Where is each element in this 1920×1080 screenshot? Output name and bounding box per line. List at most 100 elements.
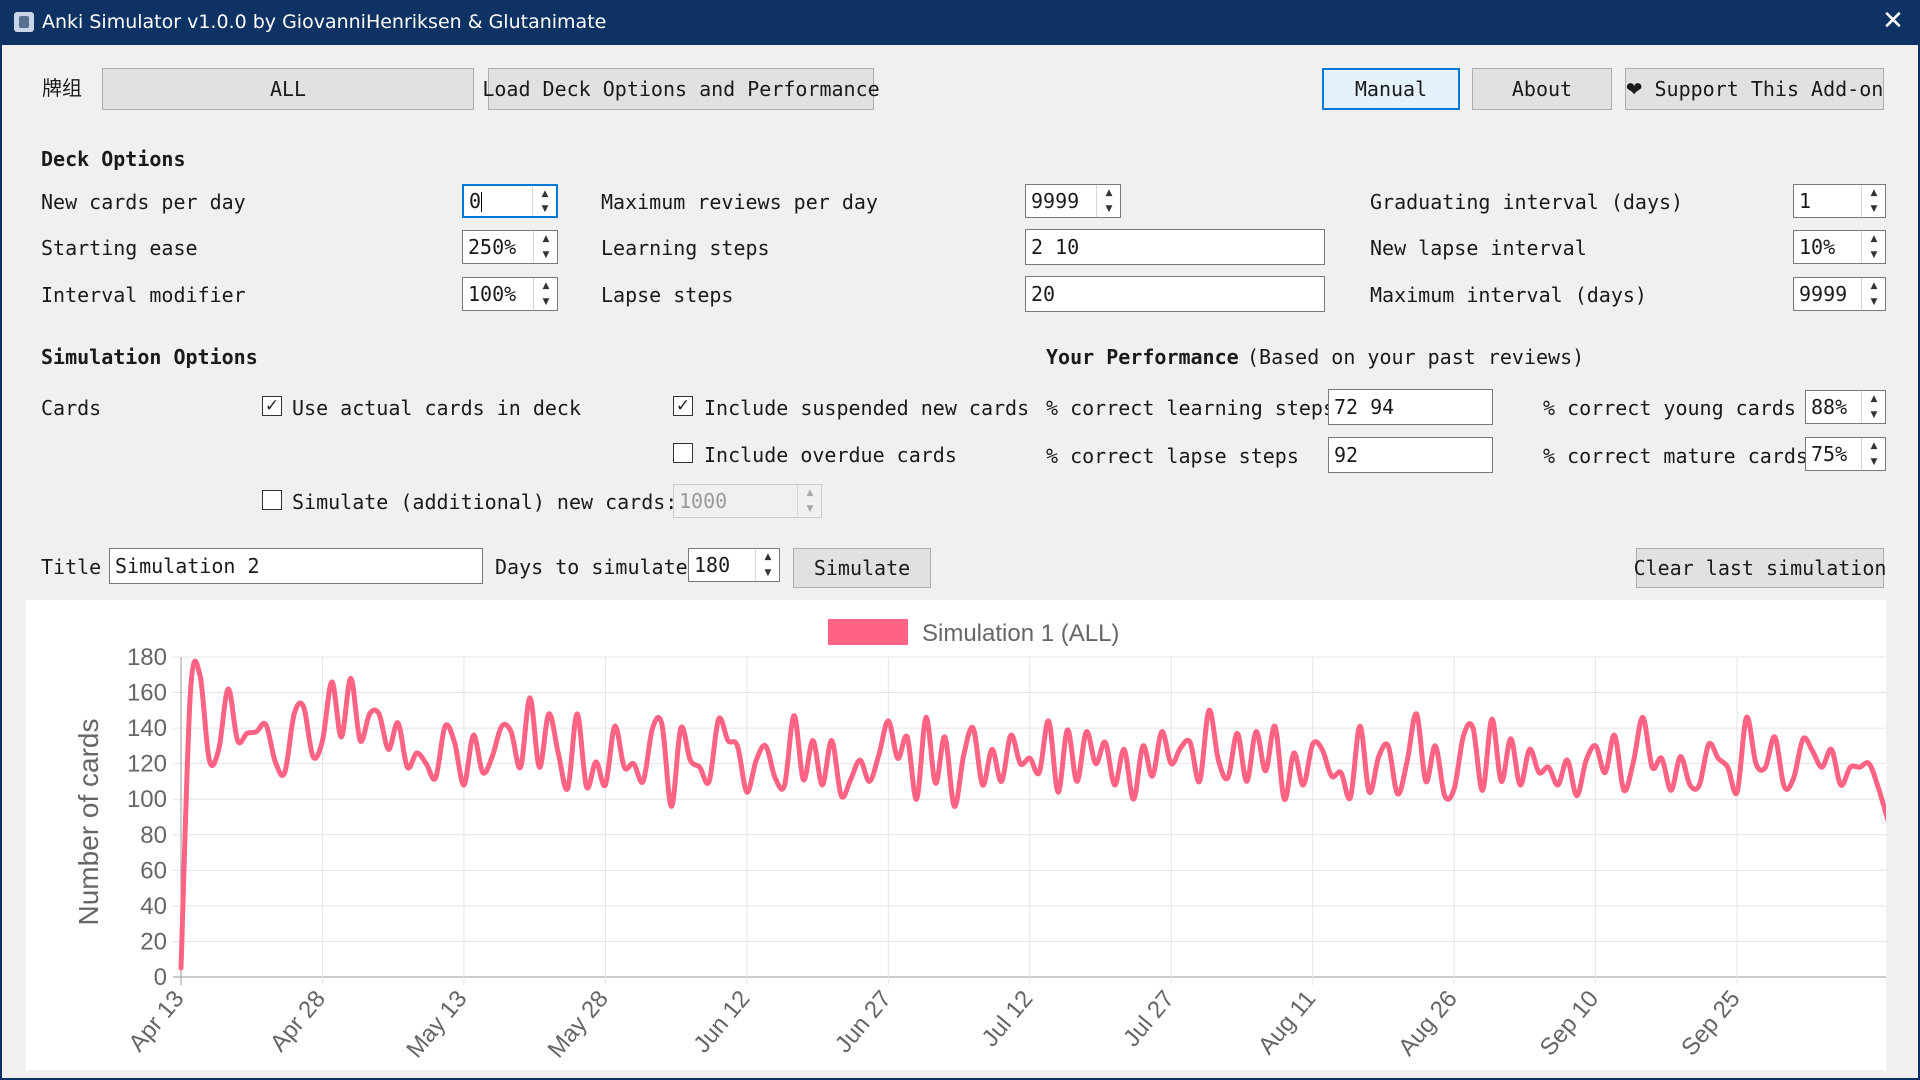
spin-down-icon[interactable]: ▼: [541, 203, 549, 214]
lapse-steps-input[interactable]: 20: [1025, 276, 1325, 312]
chart-grid: [173, 656, 1886, 985]
spin-up-icon[interactable]: ▲: [542, 234, 550, 244]
interval-modifier-value: 100%: [468, 282, 517, 306]
simulate-additional-label: Simulate (additional) new cards:: [292, 490, 678, 514]
correct-mature-value: 75%: [1811, 442, 1848, 466]
about-button[interactable]: About: [1472, 68, 1612, 110]
max-interval-value: 9999: [1799, 282, 1848, 306]
correct-learning-input[interactable]: 72 94: [1328, 389, 1493, 425]
deck-options-heading: Deck Options: [41, 147, 186, 171]
correct-young-spinbox[interactable]: 88% ▲ ▼: [1805, 390, 1886, 424]
x-tick-label: Apr 13: [123, 986, 189, 1058]
spin-down-icon[interactable]: ▼: [1870, 204, 1878, 214]
correct-lapse-label: % correct lapse steps: [1046, 444, 1299, 468]
correct-mature-spinbox[interactable]: 75% ▲ ▼: [1805, 437, 1886, 471]
legend-label[interactable]: Simulation 1 (ALL): [922, 620, 1119, 647]
spin-down-icon[interactable]: ▼: [1870, 457, 1878, 467]
heart-icon: ❤: [1625, 77, 1643, 101]
x-tick-label: Jul 12: [977, 986, 1039, 1052]
y-tick-label: 100: [127, 786, 167, 813]
interval-modifier-spinbox[interactable]: 100% ▲ ▼: [462, 277, 558, 311]
spin-down-icon: ▼: [806, 504, 814, 514]
load-deck-options-button[interactable]: Load Deck Options and Performance: [482, 68, 880, 110]
simulate-additional-checkbox[interactable]: [262, 490, 282, 510]
new-cards-per-day-label: New cards per day: [41, 190, 246, 214]
title-input[interactable]: Simulation 2: [109, 548, 483, 584]
simulate-button[interactable]: Simulate: [793, 548, 931, 588]
spin-up-icon[interactable]: ▲: [1870, 441, 1878, 451]
spin-up-icon[interactable]: ▲: [1870, 394, 1878, 404]
spin-down-icon[interactable]: ▼: [764, 568, 772, 578]
spin-up-icon[interactable]: ▲: [542, 281, 550, 291]
spin-up-icon[interactable]: ▲: [541, 188, 549, 199]
max-reviews-label: Maximum reviews per day: [601, 190, 878, 214]
graduating-interval-spinbox[interactable]: 1 ▲ ▼: [1793, 184, 1886, 218]
new-lapse-interval-label: New lapse interval: [1370, 236, 1587, 260]
y-axis-label: Number of cards: [73, 719, 104, 926]
spin-up-icon[interactable]: ▲: [1870, 281, 1878, 291]
starting-ease-label: Starting ease: [41, 236, 198, 260]
days-to-simulate-spinbox[interactable]: 180 ▲ ▼: [688, 548, 780, 582]
window-title: Anki Simulator v1.0.0 by GiovanniHenriks…: [42, 11, 607, 33]
simulation-chart: 0 20 40 60 80 100 120 140 160 180 Apr 13 Apr 28 May …: [26, 600, 1886, 1070]
spin-down-icon[interactable]: ▼: [1870, 297, 1878, 307]
spin-down-icon[interactable]: ▼: [1870, 250, 1878, 260]
starting-ease-spinbox[interactable]: 250% ▲ ▼: [462, 230, 558, 264]
correct-young-value: 88%: [1811, 395, 1848, 419]
spin-up-icon[interactable]: ▲: [1105, 188, 1113, 198]
text-caret: [481, 192, 482, 212]
chart-series: [178, 658, 1886, 971]
x-tick-label: Apr 28: [265, 986, 331, 1058]
y-tick-label: 160: [127, 680, 167, 707]
correct-lapse-input[interactable]: 92: [1328, 437, 1493, 473]
use-actual-cards-checkbox[interactable]: ✓: [262, 396, 282, 416]
y-tick-label: 80: [140, 822, 167, 849]
manual-button[interactable]: Manual: [1322, 68, 1460, 110]
app-icon: [14, 12, 34, 32]
additional-new-cards-value: 1000: [679, 489, 728, 513]
support-button[interactable]: ❤ Support This Add-on: [1625, 68, 1884, 110]
spin-up-icon[interactable]: ▲: [1870, 188, 1878, 198]
spin-up-icon: ▲: [806, 488, 814, 498]
chart-svg: 0 20 40 60 80 100 120 140 160 180 Apr 13 Apr 28 May …: [73, 619, 1886, 1063]
starting-ease-value: 250%: [468, 235, 517, 259]
max-interval-label: Maximum interval (days): [1370, 283, 1647, 307]
interval-modifier-label: Interval modifier: [41, 283, 246, 307]
spin-up-icon[interactable]: ▲: [764, 552, 772, 562]
max-reviews-spinbox[interactable]: 9999 ▲ ▼: [1025, 184, 1121, 218]
y-tick-label: 180: [127, 644, 167, 671]
series-line: [178, 658, 1886, 971]
new-cards-per-day-spinbox[interactable]: 0 ▲ ▼: [462, 184, 558, 218]
simulation-options-heading: Simulation Options: [41, 345, 258, 369]
chart-legend[interactable]: Simulation 1 (ALL): [828, 619, 1119, 647]
title-label: Title: [41, 555, 102, 579]
days-to-simulate-value: 180: [694, 553, 731, 577]
performance-heading: Your Performance: [1046, 345, 1239, 369]
y-tick-label: 0: [154, 964, 167, 991]
correct-young-label: % correct young cards: [1543, 396, 1796, 420]
y-tick-label: 40: [140, 893, 167, 920]
max-interval-spinbox[interactable]: 9999 ▲ ▼: [1793, 277, 1886, 311]
additional-new-cards-spinbox: 1000 ▲ ▼: [673, 484, 822, 518]
clear-last-simulation-button[interactable]: Clear last simulation: [1634, 548, 1886, 588]
new-lapse-interval-spinbox[interactable]: 10% ▲ ▼: [1793, 230, 1886, 264]
learning-steps-input[interactable]: 2 10: [1025, 229, 1325, 265]
chart-axes: 0 20 40 60 80 100 120 140 160 180 Apr 13 Apr 28 May …: [123, 644, 1745, 1063]
spin-up-icon[interactable]: ▲: [1870, 234, 1878, 244]
include-suspended-checkbox[interactable]: ✓: [673, 396, 693, 416]
include-overdue-checkbox[interactable]: [673, 443, 693, 463]
deck-selector[interactable]: ALL: [102, 68, 474, 110]
new-cards-per-day-value: 0: [469, 189, 482, 213]
close-icon[interactable]: ✕: [1882, 6, 1904, 36]
days-to-simulate-label: Days to simulate: [495, 555, 688, 579]
spin-down-icon[interactable]: ▼: [542, 250, 550, 260]
spin-down-icon[interactable]: ▼: [542, 297, 550, 307]
x-tick-label: Jul 27: [1118, 986, 1180, 1052]
spin-down-icon[interactable]: ▼: [1870, 410, 1878, 420]
window-frame: [0, 45, 1920, 1080]
new-lapse-interval-value: 10%: [1799, 235, 1836, 259]
lapse-steps-label: Lapse steps: [601, 283, 734, 307]
x-tick-label: Aug 11: [1253, 986, 1321, 1060]
spin-down-icon[interactable]: ▼: [1105, 204, 1113, 214]
y-tick-label: 120: [127, 751, 167, 778]
